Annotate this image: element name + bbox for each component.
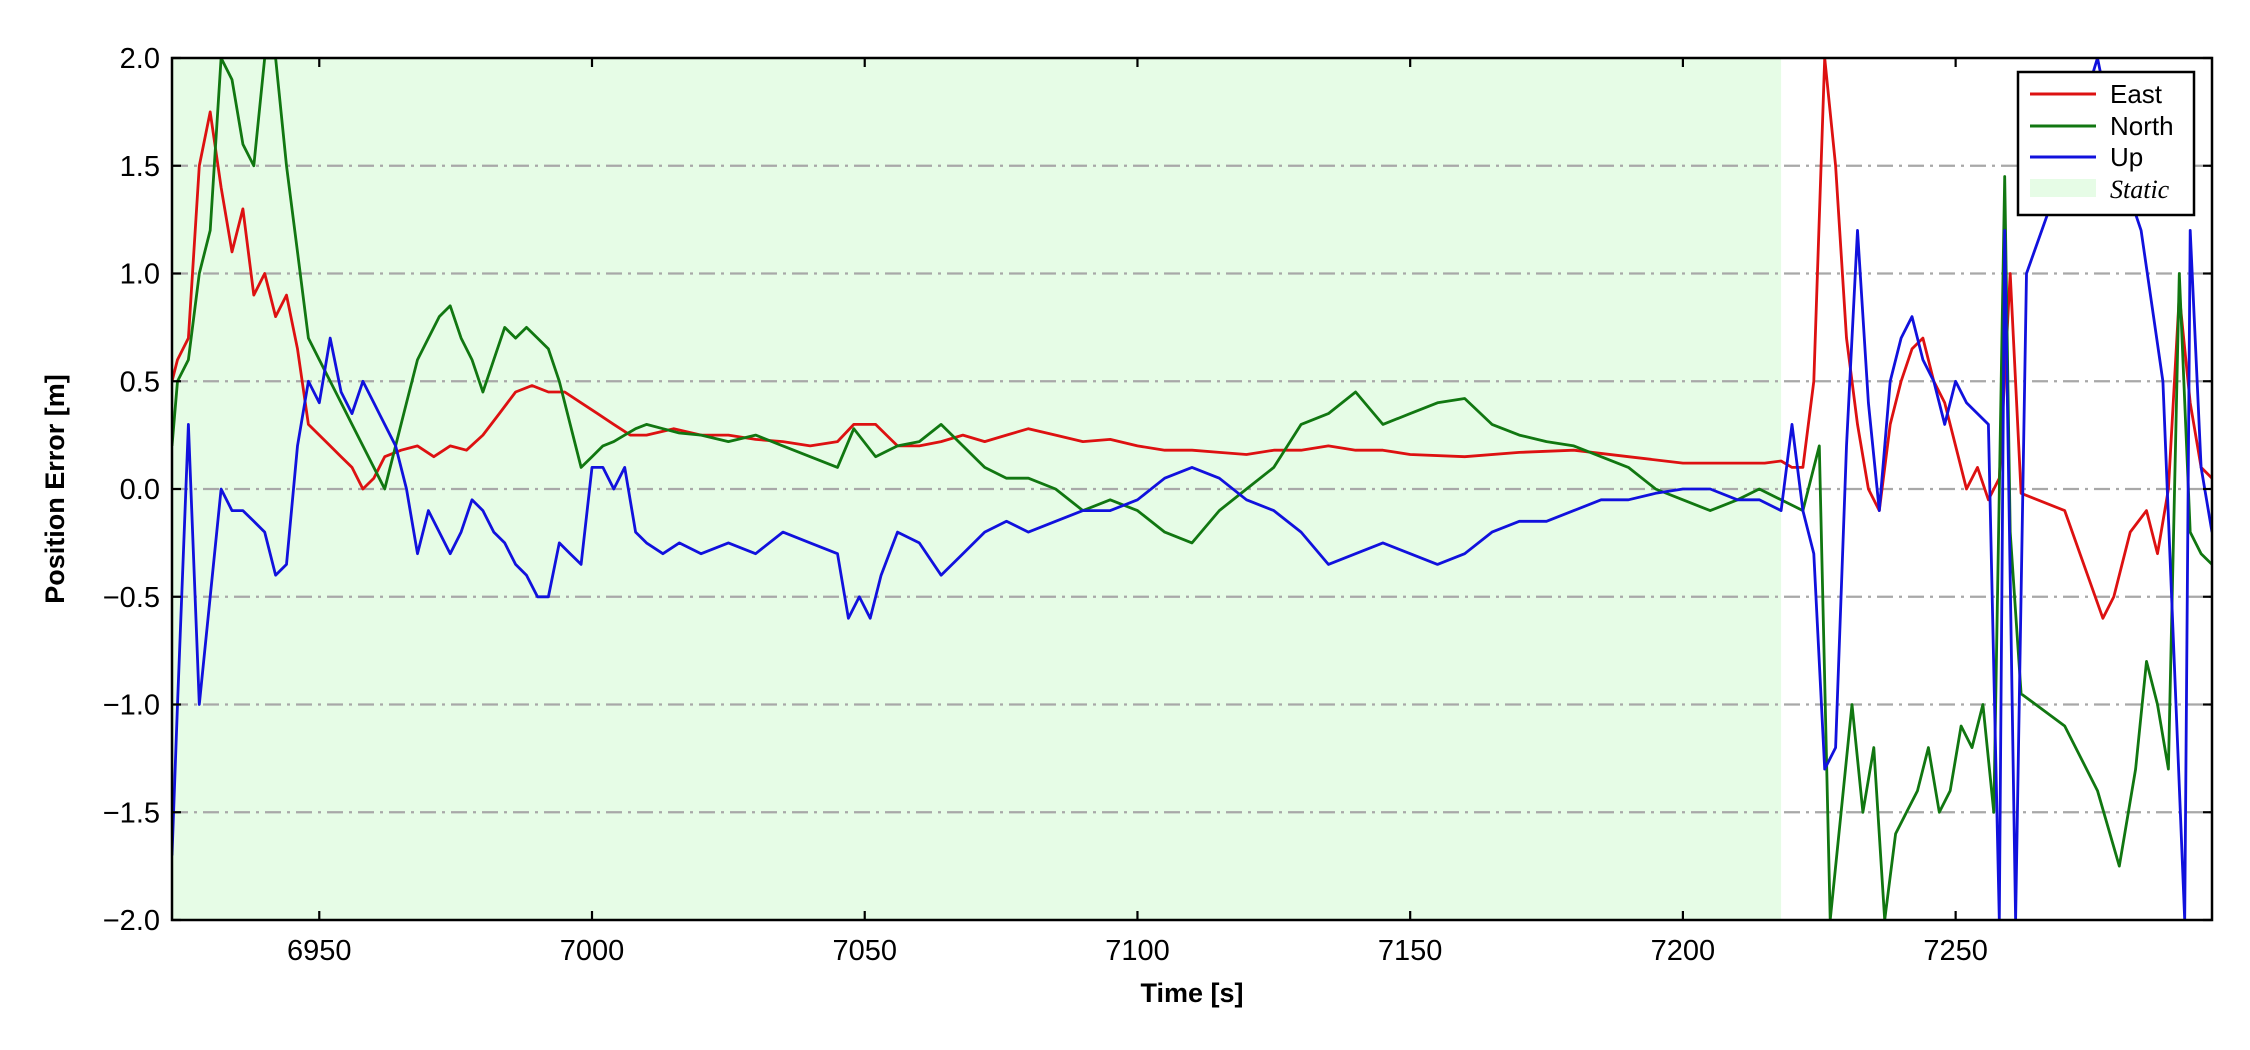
y-tick-label-7: 1.5 bbox=[120, 151, 160, 183]
series-line-north bbox=[172, 58, 2212, 920]
y-tick-label-8: 2.0 bbox=[120, 43, 160, 75]
y-tick-label-3: −0.5 bbox=[103, 582, 160, 614]
x-tick-label-3: 7100 bbox=[1105, 935, 1170, 967]
x-tick-label-1: 7000 bbox=[560, 935, 625, 967]
legend-label-static: Static bbox=[2110, 175, 2170, 204]
series-line-east bbox=[172, 58, 2212, 620]
x-tick-label-6: 7250 bbox=[1923, 935, 1988, 967]
series-line-up bbox=[172, 58, 2212, 920]
legend-label-up: Up bbox=[2110, 142, 2143, 172]
x-tick-label-5: 7200 bbox=[1651, 935, 1716, 967]
y-axis-title: Position Error [m] bbox=[40, 374, 70, 604]
x-tick-label-0: 6950 bbox=[287, 935, 352, 967]
y-tick-label-1: −1.5 bbox=[103, 797, 160, 829]
y-tick-label-5: 0.5 bbox=[120, 366, 160, 398]
legend: East North Up Static bbox=[2016, 70, 2196, 217]
x-tick-label-4: 7150 bbox=[1378, 935, 1443, 967]
axis-ticks: 6950 7000 7050 7100 7150 7200 7250 −2.0 −1.5 −1.0… bbox=[103, 43, 2212, 967]
legend-label-east: East bbox=[2110, 79, 2163, 109]
y-tick-label-4: 0.0 bbox=[120, 474, 160, 506]
y-tick-label-6: 1.0 bbox=[120, 259, 160, 291]
legend-label-north: North bbox=[2110, 111, 2174, 141]
series-lines bbox=[172, 58, 2212, 920]
x-axis-title: Time [s] bbox=[1140, 978, 1243, 1008]
y-tick-label-0: −2.0 bbox=[103, 905, 160, 937]
y-tick-label-2: −1.0 bbox=[103, 690, 160, 722]
legend-swatch-static bbox=[2030, 179, 2096, 197]
x-tick-label-2: 7050 bbox=[832, 935, 897, 967]
